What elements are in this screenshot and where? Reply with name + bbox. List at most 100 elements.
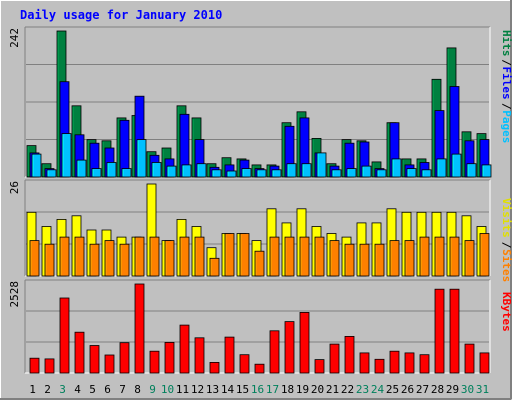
x-tick-label: 16	[251, 383, 264, 396]
bar-kbytes	[89, 345, 100, 374]
series-pages	[31, 133, 492, 178]
bar-sites	[449, 236, 460, 277]
panel-visits-sites: 26 Visits /Sites	[8, 179, 512, 282]
bar-kbytes	[314, 359, 325, 374]
x-tick-label: 27	[416, 383, 429, 396]
bar-pages	[271, 169, 282, 178]
bar-sites	[464, 240, 475, 277]
bar-sites	[344, 243, 355, 277]
bar-pages	[76, 159, 87, 178]
legend-visits-sites: Visits /Sites	[500, 198, 512, 282]
bar-sites	[164, 240, 175, 277]
bar-pages	[406, 168, 417, 178]
bar-sites	[29, 240, 40, 277]
x-tick-label: 20	[311, 383, 324, 396]
bar-kbytes	[224, 336, 235, 374]
bar-sites	[119, 243, 130, 277]
legend-separator: /	[500, 103, 512, 110]
x-tick-label: 5	[89, 383, 96, 396]
x-tick-label: 17	[266, 383, 279, 396]
x-tick-label: 10	[161, 383, 174, 396]
x-tick-label: 31	[476, 383, 489, 396]
bar-kbytes	[179, 324, 190, 374]
series-kbytes	[29, 283, 490, 374]
bar-sites	[179, 236, 190, 277]
bar-kbytes	[284, 321, 295, 374]
bar-pages	[286, 163, 297, 178]
bar-kbytes	[479, 352, 490, 374]
bar-kbytes	[359, 352, 370, 374]
x-axis-labels: 1 2 3 4 5 6 7 8 9 10 11 12 13 14 15 16 17 18 19 20 21 22 23 24 2…	[29, 383, 489, 396]
bar-sites	[44, 243, 55, 277]
x-tick-label: 2	[44, 383, 51, 396]
bar-sites	[269, 236, 280, 277]
x-tick-label: 8	[134, 383, 141, 396]
x-tick-label: 24	[371, 383, 385, 396]
bar-sites	[209, 257, 220, 277]
x-tick-label: 22	[341, 383, 354, 396]
bar-kbytes	[329, 343, 340, 374]
bar-kbytes	[449, 288, 460, 374]
legend-kbytes: KBytes	[500, 292, 512, 332]
bar-kbytes	[74, 331, 85, 374]
x-tick-label: 19	[296, 383, 309, 396]
panel-kbytes: 2528 KBytes	[8, 279, 512, 374]
legend-sites: Sites	[500, 249, 512, 282]
bar-kbytes	[389, 350, 400, 374]
x-tick-label: 12	[191, 383, 204, 396]
bar-sites	[89, 243, 100, 277]
bar-kbytes	[254, 363, 265, 374]
bar-kbytes	[44, 358, 55, 374]
bar-sites	[104, 240, 115, 277]
y-max-label: 26	[8, 181, 21, 194]
legend-files: Files	[500, 67, 512, 100]
bar-sites	[389, 240, 400, 277]
bar-sites	[329, 240, 340, 277]
bar-pages	[106, 162, 117, 178]
bar-pages	[136, 139, 147, 178]
bar-sites	[404, 240, 415, 277]
bar-sites	[59, 236, 70, 277]
legend-pages: Pages	[500, 110, 512, 143]
y-max-label: 2528	[8, 281, 21, 308]
bar-pages	[31, 153, 42, 178]
x-tick-label: 25	[386, 383, 399, 396]
bar-pages	[421, 169, 432, 178]
bar-pages	[331, 169, 342, 178]
bar-kbytes	[209, 361, 220, 374]
bar-sites	[134, 236, 145, 277]
bar-pages	[91, 168, 102, 178]
bar-pages	[451, 153, 462, 178]
legend-separator: /	[500, 242, 512, 249]
x-tick-label: 4	[74, 383, 81, 396]
bar-pages	[481, 164, 492, 178]
bar-sites	[314, 236, 325, 277]
x-tick-label: 30	[461, 383, 474, 396]
bar-kbytes	[149, 350, 160, 374]
x-tick-label: 23	[356, 383, 369, 396]
bar-pages	[301, 163, 312, 178]
bar-pages	[316, 152, 327, 178]
bar-sites	[149, 236, 160, 277]
bar-kbytes	[29, 357, 40, 374]
bar-pages	[361, 165, 372, 178]
legend-hits: Hits	[500, 30, 512, 57]
x-tick-label: 11	[176, 383, 189, 396]
bar-sites	[374, 243, 385, 277]
x-tick-label: 3	[59, 383, 66, 396]
panel-hits-files-pages: 242 Hits/Files/Pages	[8, 26, 512, 178]
x-tick-label: 21	[326, 383, 339, 396]
x-tick-label: 7	[119, 383, 126, 396]
bar-sites	[479, 233, 490, 277]
bar-kbytes	[269, 330, 280, 374]
bar-pages	[46, 169, 57, 178]
bar-kbytes	[374, 358, 385, 374]
bar-pages	[181, 164, 192, 178]
legend-kbytes: KBytes	[500, 292, 512, 332]
legend-hits-files-pages: Hits/Files/Pages	[500, 30, 512, 143]
bar-pages	[391, 158, 402, 178]
x-tick-label: 26	[401, 383, 414, 396]
bar-kbytes	[344, 335, 355, 374]
